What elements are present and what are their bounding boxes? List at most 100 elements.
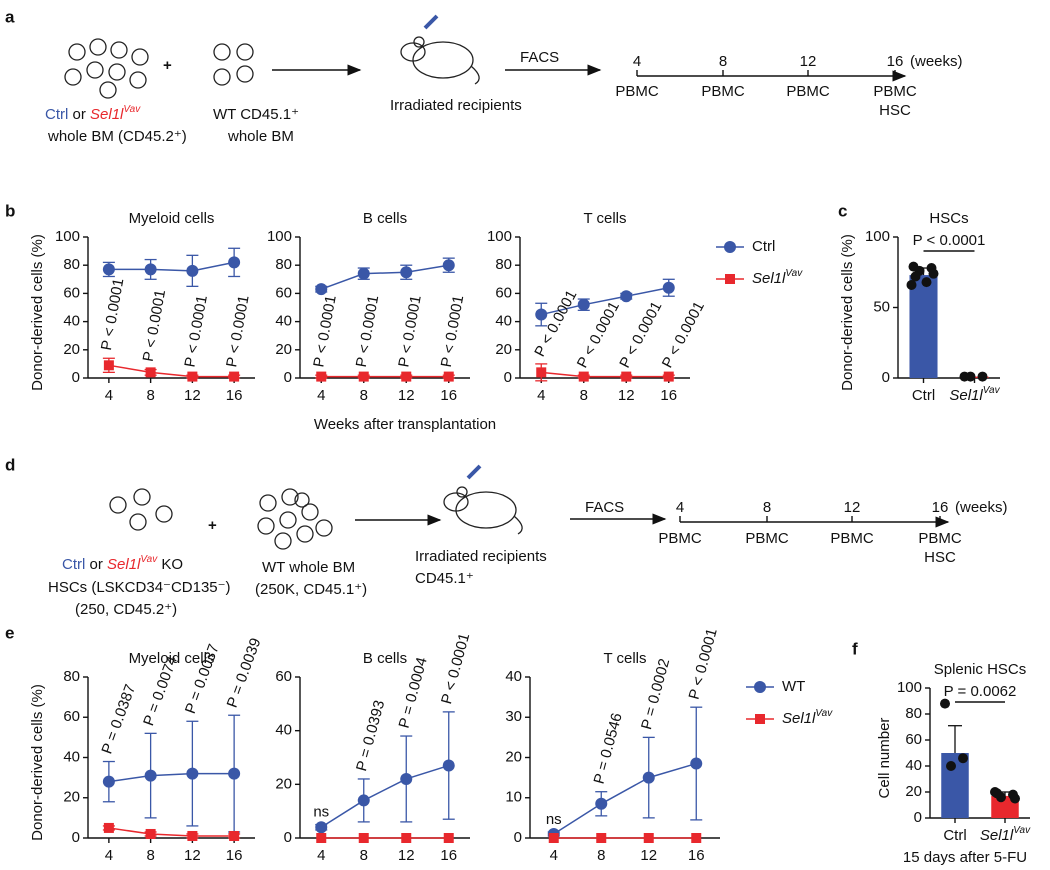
recipients-label: Irradiated recipients	[390, 97, 522, 114]
annotation: P = 0.0387	[98, 682, 139, 756]
y-tick-label: 0	[882, 369, 890, 386]
y-tick-label: 20	[505, 748, 522, 765]
marker	[548, 833, 559, 843]
category: Ctrl	[912, 387, 935, 404]
marker	[621, 371, 632, 382]
y-axis-label: Donor-derived cells (%)	[839, 234, 856, 391]
data-point	[946, 761, 956, 771]
legend-sup: Vav	[815, 708, 833, 719]
x-tick-label: 4	[317, 387, 325, 404]
category: 4	[317, 387, 325, 404]
x-tick-label: 12	[184, 387, 201, 404]
sample: PBMC	[786, 83, 830, 100]
x-tick-label: Sel1lVav	[980, 825, 1031, 844]
category: 16	[226, 387, 243, 404]
legend-label: Ctrl	[752, 238, 775, 255]
annotation: P = 0.0546	[591, 711, 626, 786]
marker	[691, 833, 702, 843]
donor-label: Ctrl or Sel1lVav KO	[62, 550, 183, 573]
marker	[144, 769, 157, 782]
timeline-tick: 4	[676, 499, 684, 516]
y-tick-label: 20	[275, 775, 292, 792]
marker	[102, 263, 115, 276]
x-tick-label: 8	[597, 847, 605, 864]
marker	[187, 830, 198, 841]
x-tick-label: 12	[618, 387, 635, 404]
annotation: P < 0.0001	[438, 294, 467, 369]
category: 4	[105, 387, 113, 404]
y-tick-label: 20	[905, 783, 922, 800]
bar	[909, 275, 938, 378]
legend-marker	[724, 241, 736, 253]
data-point	[940, 698, 950, 709]
panel-label: f	[852, 639, 858, 658]
legend-marker	[725, 274, 735, 284]
donor-label: HSCs (LSKCD34⁻CD135⁻)	[48, 579, 231, 596]
wt-label: WT CD45.1⁺	[213, 106, 299, 123]
y-tick-label: 10	[505, 789, 522, 806]
x-tick-label: 16	[226, 847, 243, 864]
timeline-tick: 12	[800, 53, 817, 70]
y-tick-label: 100	[55, 228, 80, 245]
facs-label: FACS	[585, 499, 624, 516]
marker	[663, 371, 674, 382]
category: 12	[184, 387, 201, 404]
y-tick-label: 60	[905, 731, 922, 748]
annotation: P < 0.0001	[531, 287, 580, 359]
timeline-tick: 12	[844, 499, 861, 516]
facs-label: FACS	[520, 49, 559, 66]
sample: PBMC	[658, 530, 702, 547]
x-tick-label: 12	[398, 847, 415, 864]
chart-title: Splenic HSCs	[934, 661, 1027, 678]
data-point	[992, 788, 1002, 799]
chart-title: T cells	[603, 650, 646, 667]
marker	[229, 371, 240, 382]
marker	[357, 794, 370, 807]
marker	[443, 833, 454, 843]
timeline-tick: 8	[719, 53, 727, 70]
y-tick-label: 80	[495, 256, 512, 273]
error-bar	[948, 725, 962, 753]
marker	[316, 833, 327, 843]
x-tick-label: 8	[146, 387, 154, 404]
series-line	[108, 827, 235, 837]
sel-text: Sel1l	[107, 556, 141, 573]
category: 4	[537, 387, 545, 404]
x-tick-label: Ctrl	[912, 387, 935, 404]
x-axis-label: Weeks after transplantation	[314, 416, 496, 433]
category: 12	[398, 387, 415, 404]
diagram-a: Ctrl or Sel1lVav whole BM (CD45.2⁺) + WT…	[45, 14, 963, 145]
y-tick-label: 80	[63, 668, 80, 685]
marker	[443, 371, 454, 382]
x-tick-label: 16	[688, 847, 705, 864]
marker	[186, 767, 199, 780]
chart-title: B cells	[363, 650, 407, 667]
category: 16	[440, 387, 457, 404]
marker	[643, 833, 654, 843]
y-tick-label: 40	[63, 748, 80, 765]
series-line	[541, 287, 669, 316]
annotation: P = 0.0039	[224, 636, 265, 710]
category: 16	[440, 847, 457, 864]
y-tick-label: 20	[63, 789, 80, 806]
legend-name: Sel1l	[782, 710, 816, 727]
legend-marker	[754, 681, 766, 693]
wt-label: whole BM	[227, 128, 294, 145]
data-point	[928, 268, 939, 279]
sel-text: Sel1l	[90, 106, 124, 123]
x-tick-label: 8	[360, 847, 368, 864]
ctrl-text: Ctrl	[45, 106, 68, 123]
x-tick-label: 4	[105, 847, 113, 864]
sample: PBMC	[615, 83, 659, 100]
category: 4	[317, 847, 325, 864]
x-tick-label: 12	[398, 387, 415, 404]
plus: +	[163, 57, 172, 74]
marker	[229, 830, 240, 841]
timeline-tick: 4	[633, 53, 641, 70]
category: 16	[226, 847, 243, 864]
or-text: or	[73, 106, 86, 123]
series-line	[320, 264, 449, 290]
timeline-tick: 16	[932, 499, 949, 516]
annotation: P < 0.0001	[98, 277, 127, 352]
y-tick-label: 100	[865, 228, 890, 245]
